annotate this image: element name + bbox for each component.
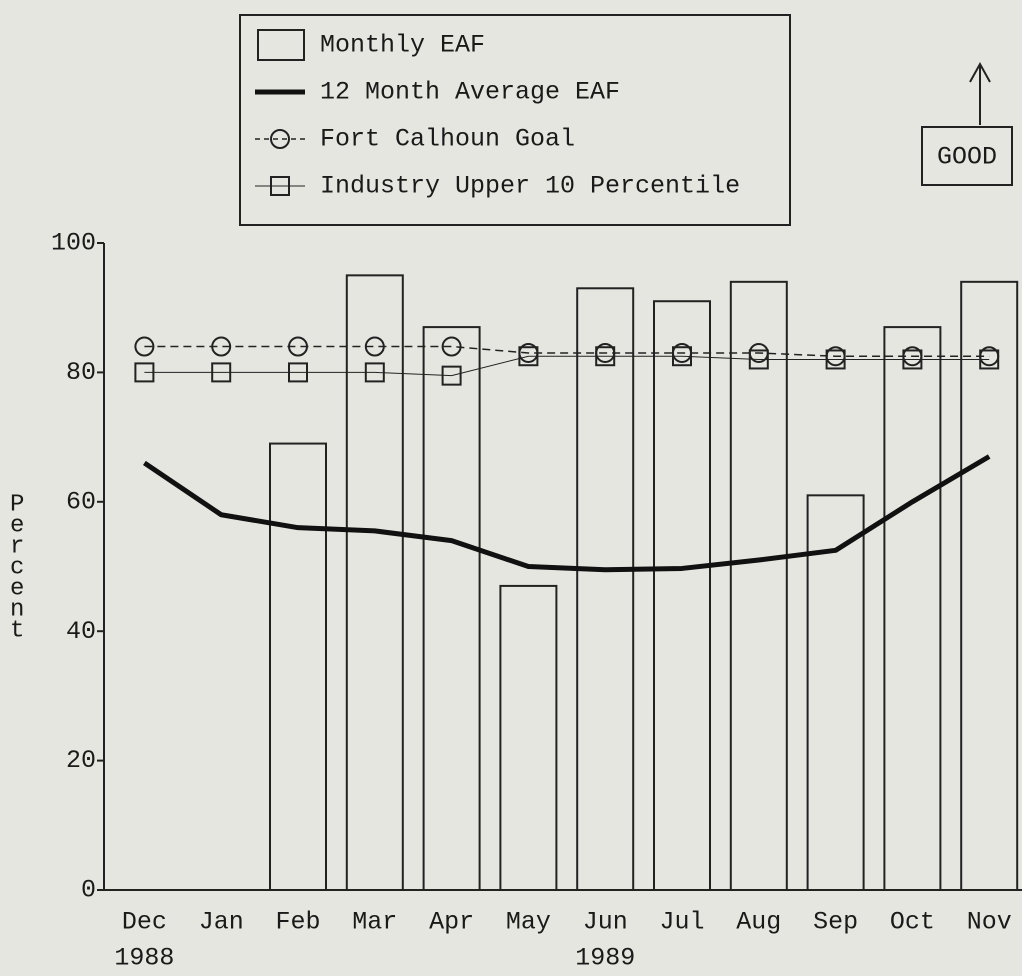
bar [345, 274, 404, 892]
legend-label: Industry Upper 10 Percentile [320, 172, 740, 201]
legend-label: Monthly EAF [320, 31, 485, 60]
x-tick-label: Feb [275, 908, 320, 937]
y-tick-label: 60 [66, 487, 96, 516]
point-marker [364, 362, 385, 383]
point-marker [672, 346, 692, 367]
x-tick-label: Aug [736, 908, 781, 937]
point-marker [288, 336, 308, 357]
point-marker [825, 349, 846, 370]
point-marker [134, 336, 155, 357]
bar [806, 494, 865, 891]
y-tick-label: 0 [81, 876, 96, 905]
x-tick-label: Jan [199, 908, 244, 937]
bar [422, 326, 481, 891]
line [144, 355, 990, 377]
bar [576, 287, 635, 892]
y-tick-label: 100 [51, 229, 96, 258]
x-tick-label: Apr [429, 908, 474, 937]
bar [653, 300, 711, 892]
point-marker [518, 346, 539, 367]
legend-swatch [257, 29, 305, 61]
x-tick-label: May [506, 908, 551, 937]
line [143, 454, 991, 573]
x-tick-label: Jun [583, 908, 628, 937]
point-marker [288, 362, 308, 383]
point-marker [441, 365, 462, 386]
legend-marker [270, 176, 290, 196]
x-tick-label: Oct [890, 908, 935, 937]
annotation-box [921, 126, 1013, 186]
y-tick-label: 40 [66, 617, 96, 646]
point-marker [748, 349, 769, 370]
point-marker [211, 336, 232, 357]
point-marker [979, 349, 1000, 370]
legend-box [239, 14, 791, 226]
y-tick-label: 80 [66, 358, 96, 387]
point-marker [364, 336, 385, 357]
bar [960, 280, 1019, 891]
x-year-label: 1988 [114, 944, 174, 973]
bar [269, 442, 327, 891]
point-marker [902, 349, 923, 370]
y-tick-label: 20 [66, 746, 96, 775]
legend-label: 12 Month Average EAF [320, 78, 620, 107]
point-marker [211, 362, 232, 383]
arrow-head [969, 61, 991, 83]
legend-marker [270, 129, 290, 149]
x-tick-label: Dec [122, 908, 167, 937]
point-marker [134, 362, 155, 383]
y-axis-label: Percent [4, 492, 31, 639]
x-tick-label: Nov [967, 908, 1012, 937]
x-tick-label: Jul [659, 908, 704, 937]
x-tick-label: Sep [813, 908, 858, 937]
x-year-label: 1989 [575, 944, 635, 973]
line [144, 345, 990, 357]
point-marker [595, 346, 616, 367]
bar [729, 280, 788, 891]
bar [883, 326, 942, 891]
bar [499, 584, 558, 891]
point-marker [441, 336, 462, 357]
legend-label: Fort Calhoun Goal [320, 125, 575, 154]
x-tick-label: Mar [352, 908, 397, 937]
annotation: GOOD [937, 143, 997, 172]
